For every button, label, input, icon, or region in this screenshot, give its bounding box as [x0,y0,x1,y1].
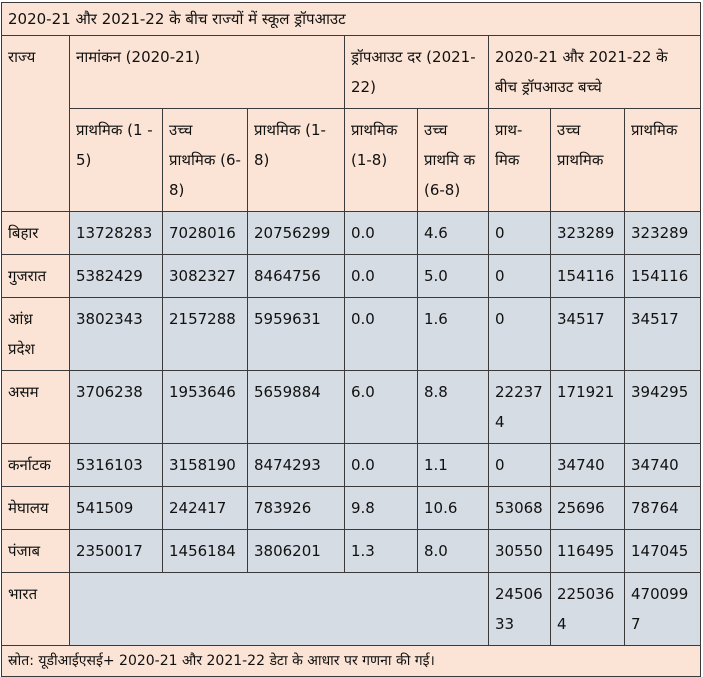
header-dropout-rate: ड्रॉपआउट दर (2021-22) [344,35,489,109]
cell-enr-total: 3806201 [247,529,345,573]
cell-enr-primary: 13728283 [69,211,163,255]
cell-enr-upper: 3158190 [162,443,248,487]
table-row: बिहार 13728283 7028016 20756299 0.0 4.6 0 32328… [1,211,702,255]
subheader-rate-upper: उच्च प्राथमि क (6-8) [417,108,489,212]
cell-rate-upper: 10.6 [417,486,489,530]
cell-ch-total: 34740 [623,443,702,487]
cell-enr-primary: 2350017 [69,529,163,573]
cell-enr-upper: 3082327 [162,254,248,298]
cell-ch-total: 34517 [623,297,702,371]
cell-enr-primary: 5316103 [69,443,163,487]
cell-rate-primary: 0.0 [344,211,418,255]
cell-ch-total: 323289 [623,211,702,255]
cell-ch-upper: 323289 [550,211,625,255]
cell-rate-upper: 1.6 [417,297,489,371]
cell-enr-primary: 5382429 [69,254,163,298]
cell-ch-primary: 0 [488,211,551,255]
cell-state: बिहार [1,211,70,255]
cell-rate-upper: 4.6 [417,211,489,255]
cell-ch-total: 154116 [623,254,702,298]
cell-enr-upper: 1953646 [162,370,248,444]
table-row: मेघालय 541509 242417 783926 9.8 10.6 53068 2569… [1,486,702,530]
table-row-total: भारत 2450633 2250364 4700997 [1,572,702,646]
cell-state: कर्नाटक [1,443,70,487]
cell-rate-primary: 0.0 [344,254,418,298]
cell-rate-primary: 9.8 [344,486,418,530]
cell-ch-upper: 34740 [550,443,625,487]
subheader-enr-total: प्राथमिक (1-8) [247,108,345,212]
cell-enr-primary: 541509 [69,486,163,530]
cell-enr-total: 5959631 [247,297,345,371]
cell-rate-upper: 8.0 [417,529,489,573]
subheader-ch-upper: उच्च प्राथमिक [550,108,625,212]
cell-state: मेघालय [1,486,70,530]
cell-rate-upper: 8.8 [417,370,489,444]
cell-enr-upper: 7028016 [162,211,248,255]
subheader-ch-total: प्राथमिक [623,108,702,212]
cell-ch-primary: 0 [488,254,551,298]
cell-ch-primary: 0 [488,443,551,487]
cell-ch-upper: 34517 [550,297,625,371]
cell-enr-total: 783926 [247,486,345,530]
cell-ch-total: 147045 [623,529,702,573]
cell-enr-total: 5659884 [247,370,345,444]
cell-ch-primary: 53068 [488,486,551,530]
header-enrolment: नामांकन (2020-21) [69,35,345,109]
cell-blank [69,572,489,646]
cell-ch-upper: 154116 [550,254,625,298]
cell-rate-primary: 6.0 [344,370,418,444]
table-row: आंध्र प्रदेश 3802343 2157288 5959631 0.0 1.6 0… [1,297,702,371]
cell-ch-primary: 0 [488,297,551,371]
cell-ch-upper: 116495 [550,529,625,573]
subheader-rate-primary: प्राथमिक (1-8) [344,108,418,212]
cell-enr-upper: 2157288 [162,297,248,371]
table-row: पंजाब 2350017 1456184 3806201 1.3 8.0 30550 116… [1,529,702,573]
cell-enr-upper: 1456184 [162,529,248,573]
cell-rate-primary: 1.3 [344,529,418,573]
cell-rate-upper: 5.0 [417,254,489,298]
cell-enr-total: 8474293 [247,443,345,487]
cell-state: भारत [1,572,70,646]
cell-rate-primary: 0.0 [344,443,418,487]
cell-ch-primary: 30550 [488,529,551,573]
cell-ch-upper: 2250364 [550,572,625,646]
cell-ch-upper: 171921 [550,370,625,444]
table-row: असम 3706238 1953646 5659884 6.0 8.8 222374 1719… [1,370,702,444]
cell-state: गुजरात [1,254,70,298]
header-dropout-children: 2020-21 और 2021-22 के बीच ड्रॉपआउट बच्चे [487,35,702,109]
table-row: कर्नाटक 5316103 3158190 8474293 0.0 1.1 0 34740… [1,443,702,487]
cell-state: आंध्र प्रदेश [1,297,70,371]
subheader-ch-primary: प्राथ- मिक [488,108,551,212]
table-title: 2020-21 और 2021-22 के बीच राज्यों में स्… [0,2,702,36]
cell-enr-total: 8464756 [247,254,345,298]
cell-ch-primary: 2450633 [488,572,551,646]
cell-enr-upper: 242417 [162,486,248,530]
source-note: स्रोत: यूडीआईएसई+ 2020-21 और 2021-22 डेट… [0,645,702,677]
cell-rate-primary: 0.0 [344,297,418,371]
cell-enr-primary: 3802343 [69,297,163,371]
cell-ch-total: 78764 [623,486,702,530]
cell-enr-total: 20756299 [247,211,345,255]
header-state: राज्य [1,35,70,212]
cell-ch-primary: 222374 [488,370,551,444]
cell-rate-upper: 1.1 [417,443,489,487]
cell-ch-total: 4700997 [623,572,702,646]
cell-ch-upper: 25696 [550,486,625,530]
subheader-enr-primary: प्राथमिक (1 - 5) [69,108,163,212]
table-row: गुजरात 5382429 3082327 8464756 0.0 5.0 0 154116… [1,254,702,298]
cell-state: असम [1,370,70,444]
cell-enr-primary: 3706238 [69,370,163,444]
subheader-enr-upper: उच्च प्राथमिक (6- 8) [162,108,248,212]
cell-state: पंजाब [1,529,70,573]
cell-ch-total: 394295 [623,370,702,444]
